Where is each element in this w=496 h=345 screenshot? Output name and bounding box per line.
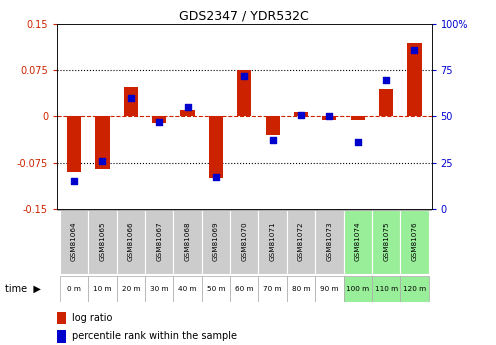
Bar <box>67 117 81 172</box>
Point <box>297 112 305 117</box>
Bar <box>315 276 344 302</box>
Bar <box>174 210 202 274</box>
Point <box>99 158 107 164</box>
Point <box>325 114 333 119</box>
Text: 100 m: 100 m <box>346 286 370 292</box>
Point <box>240 73 248 79</box>
Bar <box>344 210 372 274</box>
Text: GSM81072: GSM81072 <box>298 221 304 261</box>
Bar <box>407 42 422 117</box>
Bar <box>351 117 365 119</box>
Bar <box>57 330 66 343</box>
Bar <box>258 276 287 302</box>
Bar <box>145 210 174 274</box>
Bar <box>230 210 258 274</box>
Text: GSM81074: GSM81074 <box>355 221 361 261</box>
Point <box>127 95 135 101</box>
Text: GSM81069: GSM81069 <box>213 221 219 261</box>
Bar <box>57 312 66 324</box>
Bar <box>372 276 400 302</box>
Bar <box>322 117 336 119</box>
Bar <box>344 276 372 302</box>
Text: percentile rank within the sample: percentile rank within the sample <box>72 332 237 341</box>
Bar <box>315 210 344 274</box>
Text: 110 m: 110 m <box>374 286 398 292</box>
Title: GDS2347 / YDR532C: GDS2347 / YDR532C <box>180 10 309 23</box>
Bar <box>124 87 138 117</box>
Point <box>212 175 220 180</box>
Bar <box>294 111 308 117</box>
Text: 0 m: 0 m <box>67 286 81 292</box>
Bar <box>209 117 223 178</box>
Bar <box>117 276 145 302</box>
Bar <box>88 210 117 274</box>
Bar <box>379 89 393 117</box>
Bar <box>145 276 174 302</box>
Text: GSM81075: GSM81075 <box>383 221 389 261</box>
Point <box>70 178 78 184</box>
Text: GSM81064: GSM81064 <box>71 221 77 261</box>
Text: GSM81073: GSM81073 <box>326 221 332 261</box>
Text: 80 m: 80 m <box>292 286 310 292</box>
Text: 120 m: 120 m <box>403 286 426 292</box>
Point <box>354 139 362 145</box>
Text: GSM81066: GSM81066 <box>128 221 134 261</box>
Bar <box>287 210 315 274</box>
Point <box>382 77 390 82</box>
Text: 50 m: 50 m <box>207 286 225 292</box>
Text: 40 m: 40 m <box>178 286 197 292</box>
Point <box>269 138 277 143</box>
Point <box>184 105 191 110</box>
Text: 20 m: 20 m <box>122 286 140 292</box>
Bar <box>60 276 88 302</box>
Text: 60 m: 60 m <box>235 286 253 292</box>
Text: time  ▶: time ▶ <box>5 284 41 294</box>
Bar <box>60 210 88 274</box>
Text: log ratio: log ratio <box>72 313 113 323</box>
Bar <box>88 276 117 302</box>
Bar <box>400 276 429 302</box>
Bar <box>181 110 194 117</box>
Text: GSM81076: GSM81076 <box>412 221 418 261</box>
Bar <box>202 276 230 302</box>
Text: GSM81065: GSM81065 <box>99 221 106 261</box>
Text: GSM81070: GSM81070 <box>241 221 248 261</box>
Bar <box>95 117 110 169</box>
Bar <box>202 210 230 274</box>
Bar <box>152 117 166 122</box>
Text: GSM81067: GSM81067 <box>156 221 162 261</box>
Text: GSM81071: GSM81071 <box>270 221 276 261</box>
Bar <box>117 210 145 274</box>
Bar <box>237 70 251 117</box>
Bar <box>287 276 315 302</box>
Text: 30 m: 30 m <box>150 286 169 292</box>
Bar <box>230 276 258 302</box>
Bar <box>265 117 280 135</box>
Text: 10 m: 10 m <box>93 286 112 292</box>
Bar <box>258 210 287 274</box>
Point <box>411 47 419 53</box>
Point <box>155 119 163 125</box>
Bar <box>400 210 429 274</box>
Bar <box>174 276 202 302</box>
Text: 90 m: 90 m <box>320 286 339 292</box>
Bar <box>372 210 400 274</box>
Text: GSM81068: GSM81068 <box>185 221 190 261</box>
Text: 70 m: 70 m <box>263 286 282 292</box>
